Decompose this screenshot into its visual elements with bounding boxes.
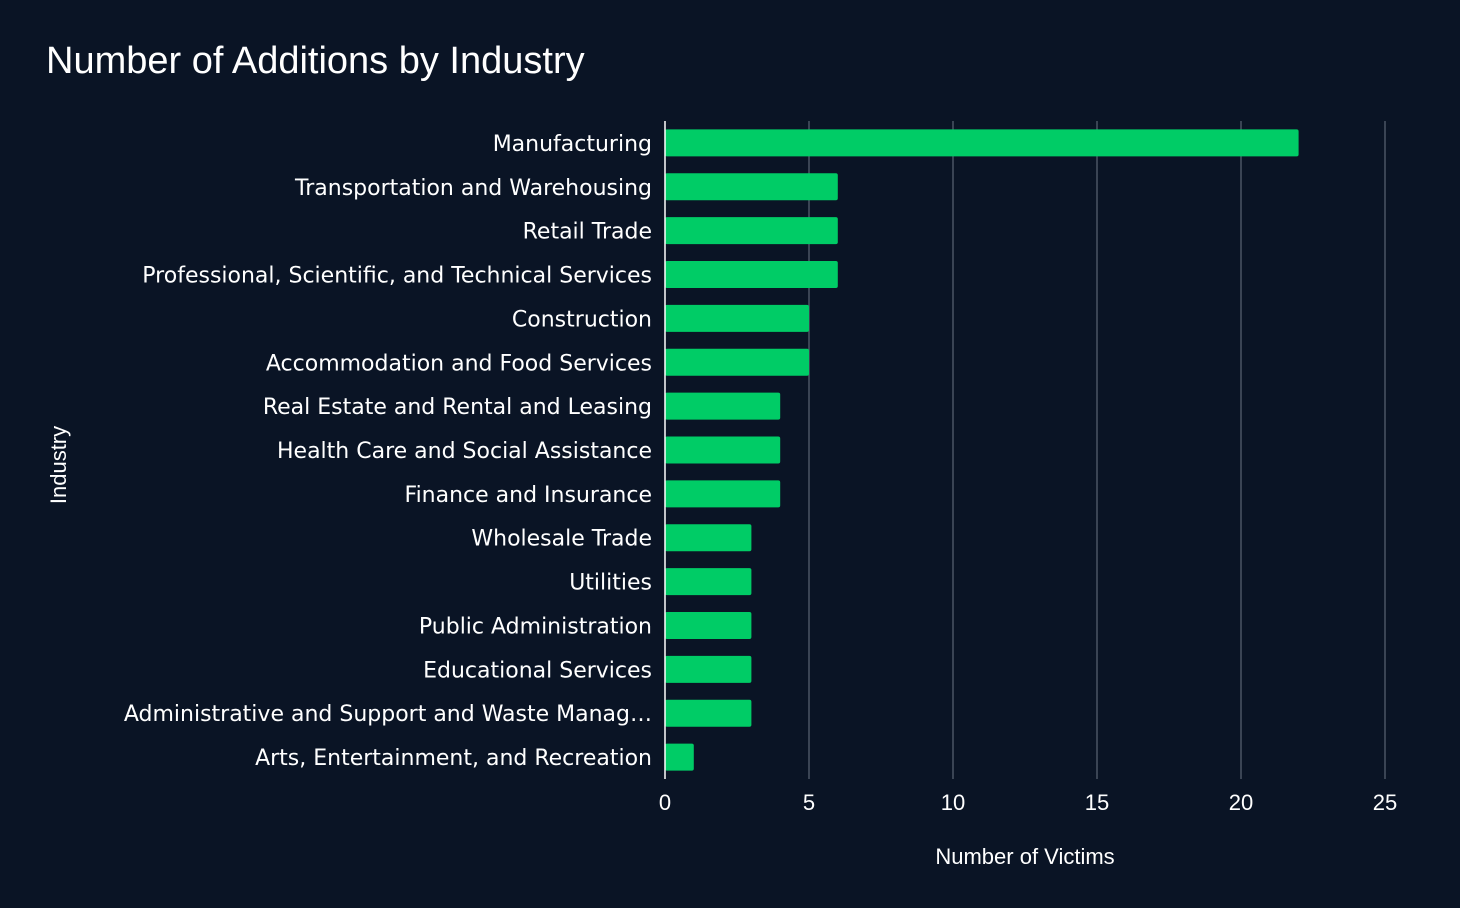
bar bbox=[665, 743, 694, 771]
bar bbox=[665, 611, 752, 639]
y-category-label: Public Administration bbox=[419, 614, 652, 639]
chart-title: Number of Additions by Industry bbox=[46, 40, 585, 82]
y-category-label: Transportation and Warehousing bbox=[294, 176, 652, 201]
bar bbox=[665, 392, 781, 420]
y-category-label: Accommodation and Food Services bbox=[266, 351, 652, 376]
x-tick-label: 25 bbox=[1373, 790, 1397, 815]
y-category-label: Professional, Scientific, and Technical … bbox=[142, 264, 652, 289]
y-category-label: Wholesale Trade bbox=[471, 527, 652, 552]
x-tick-label: 5 bbox=[803, 790, 815, 815]
y-category-label: Arts, Entertainment, and Recreation bbox=[255, 746, 652, 771]
bar bbox=[665, 436, 781, 464]
x-tick-label: 0 bbox=[659, 790, 671, 815]
x-tick-label: 20 bbox=[1229, 790, 1253, 815]
bar bbox=[665, 568, 752, 596]
bar bbox=[665, 173, 838, 201]
y-category-label: Finance and Insurance bbox=[405, 483, 652, 508]
y-category-label: Real Estate and Rental and Leasing bbox=[263, 395, 652, 420]
bar bbox=[665, 699, 752, 727]
x-axis-title: Number of Victims bbox=[935, 844, 1114, 869]
bar bbox=[665, 655, 752, 683]
bar bbox=[665, 524, 752, 552]
y-category-label: Health Care and Social Assistance bbox=[277, 439, 652, 464]
bar bbox=[665, 129, 1299, 157]
x-tick-label: 10 bbox=[941, 790, 965, 815]
x-tick-label: 15 bbox=[1085, 790, 1109, 815]
bar bbox=[665, 261, 838, 289]
y-axis-title: Industry bbox=[46, 426, 71, 504]
bar bbox=[665, 480, 781, 508]
bar bbox=[665, 304, 809, 332]
bar bbox=[665, 348, 809, 376]
bar bbox=[665, 217, 838, 245]
y-category-label: Educational Services bbox=[423, 658, 652, 683]
y-category-label: Utilities bbox=[569, 571, 652, 596]
y-category-label: Construction bbox=[512, 307, 652, 332]
y-category-label: Retail Trade bbox=[523, 220, 652, 245]
y-category-label: Manufacturing bbox=[493, 132, 652, 157]
y-category-label: Administrative and Support and Waste Man… bbox=[124, 702, 652, 727]
